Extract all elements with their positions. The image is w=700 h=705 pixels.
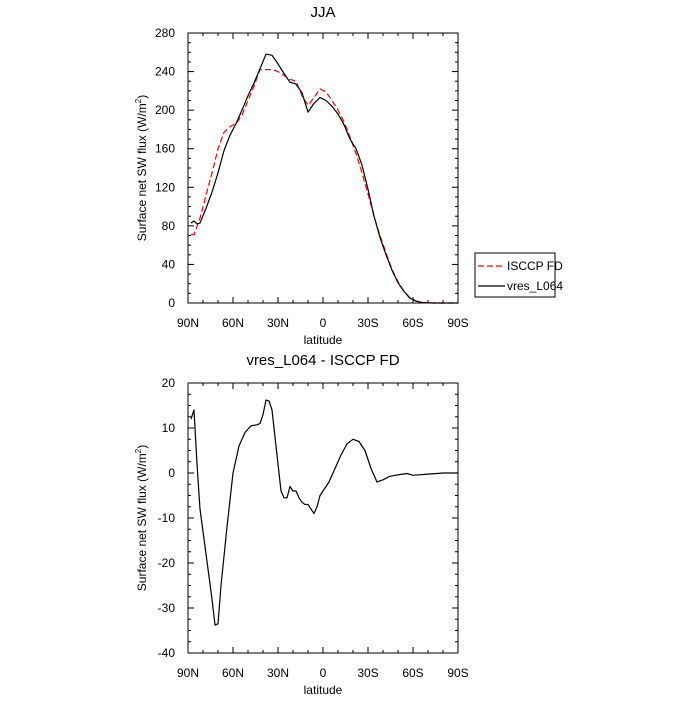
x-tick-label: 90S bbox=[447, 316, 468, 330]
top-y-axis-label: Surface net SW flux (W/m2) bbox=[134, 95, 149, 241]
x-tick-label: 30S bbox=[357, 316, 378, 330]
x-tick-label: 30N bbox=[267, 316, 289, 330]
y-tick-label: 20 bbox=[162, 376, 176, 390]
legend-box bbox=[474, 252, 556, 298]
y-tick-label: 0 bbox=[168, 296, 175, 310]
y-tick-label: -30 bbox=[158, 601, 176, 615]
y-tick-label: 80 bbox=[162, 219, 176, 233]
legend-label-isccp-fd: ISCCP FD bbox=[507, 259, 563, 273]
legend-label-vres-l064: vres_L064 bbox=[507, 279, 563, 293]
bottom-y-axis-label-main: Surface net SW flux (W/m bbox=[135, 453, 149, 591]
bottom-y-axis-label-close: ) bbox=[135, 445, 149, 449]
x-tick-label: 90S bbox=[447, 666, 468, 680]
y-tick-label: -10 bbox=[158, 511, 176, 525]
top-y-axis-label-superscript: 2 bbox=[134, 98, 143, 103]
x-tick-label: 90N bbox=[177, 316, 199, 330]
x-tick-label: 90N bbox=[177, 666, 199, 680]
y-tick-label: -40 bbox=[158, 646, 176, 660]
y-tick-label: 40 bbox=[162, 257, 176, 271]
top-y-axis-label-close: ) bbox=[135, 95, 149, 99]
x-tick-label: 60N bbox=[222, 316, 244, 330]
bottom-chart-title: vres_L064 - ISCCP FD bbox=[246, 352, 399, 369]
top-x-tick-labels: 90N 60N 30N 0 30S 60S 90S bbox=[177, 316, 469, 330]
x-tick-label: 60S bbox=[402, 316, 423, 330]
top-series-lines bbox=[190, 53, 458, 304]
bottom-series-lines bbox=[190, 399, 458, 626]
bottom-series-line-difference bbox=[190, 399, 458, 626]
y-tick-label: 10 bbox=[162, 421, 176, 435]
bottom-chart: vres_L064 - ISCCP FD 90N 60N 30N 0 30S 60S 90S… bbox=[134, 352, 469, 697]
top-y-axis-label-main: Surface net SW flux (W/m bbox=[135, 103, 149, 241]
top-chart: JJA 90N 60N 30N 0 30S 60S 90S 0 40 80 120 160 200 24… bbox=[134, 4, 563, 347]
y-tick-label: 0 bbox=[168, 466, 175, 480]
bottom-ticks bbox=[187, 382, 459, 654]
x-tick-label: 60N bbox=[222, 666, 244, 680]
y-tick-label: 160 bbox=[155, 142, 175, 156]
top-plot-frame bbox=[187, 32, 459, 304]
x-tick-label: 30N bbox=[267, 666, 289, 680]
top-series-line-isccp-fd bbox=[191, 68, 458, 304]
y-tick-label: -20 bbox=[158, 556, 176, 570]
top-ticks bbox=[187, 32, 459, 304]
y-tick-label: 280 bbox=[155, 26, 175, 40]
bottom-x-axis-label: latitude bbox=[304, 683, 343, 697]
bottom-x-tick-labels: 90N 60N 30N 0 30S 60S 90S bbox=[177, 666, 469, 680]
y-tick-label: 120 bbox=[155, 180, 175, 194]
x-tick-label: 0 bbox=[320, 316, 327, 330]
bottom-y-axis-label: Surface net SW flux (W/m2) bbox=[134, 445, 149, 591]
bottom-y-tick-labels: -40 -30 -20 -10 0 10 20 bbox=[158, 376, 176, 660]
y-tick-label: 240 bbox=[155, 65, 175, 79]
legend: ISCCP FD vres_L064 bbox=[474, 252, 563, 298]
x-tick-label: 60S bbox=[402, 666, 423, 680]
bottom-y-axis-label-superscript: 2 bbox=[134, 448, 143, 453]
x-tick-label: 30S bbox=[357, 666, 378, 680]
top-x-axis-label: latitude bbox=[304, 333, 343, 347]
top-y-tick-labels: 0 40 80 120 160 200 240 280 bbox=[155, 26, 175, 310]
x-tick-label: 0 bbox=[320, 666, 327, 680]
top-series-line-vres-l064 bbox=[190, 53, 458, 304]
y-tick-label: 200 bbox=[155, 103, 175, 117]
top-chart-title: JJA bbox=[310, 4, 335, 21]
